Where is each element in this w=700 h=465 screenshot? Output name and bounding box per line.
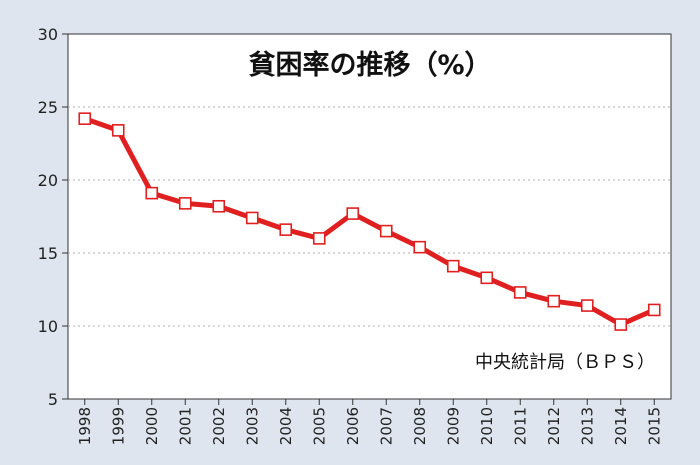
y-tick-label-25: 25 — [38, 98, 58, 117]
x-tick-label-2006: 2006 — [344, 407, 362, 445]
point-2004 — [279, 223, 293, 236]
point-2009 — [446, 259, 460, 273]
point-2003 — [245, 211, 259, 225]
y-tick-label-10: 10 — [38, 317, 58, 336]
point-2012 — [547, 294, 561, 308]
y-tick-label-20: 20 — [38, 171, 58, 190]
point-2007 — [379, 224, 393, 238]
gridlines — [68, 106, 671, 327]
x-tick-label-2011: 2011 — [511, 407, 529, 445]
point-1998 — [78, 112, 92, 125]
x-tick-label-2015: 2015 — [645, 407, 663, 445]
x-tick-label-1998: 1998 — [76, 407, 94, 445]
x-tick-label-2000: 2000 — [143, 407, 161, 445]
x-tick-label-1999: 1999 — [109, 407, 127, 445]
x-tick-label-2002: 2002 — [210, 407, 228, 445]
x-tick-label-2003: 2003 — [243, 407, 261, 445]
point-2006 — [346, 207, 360, 220]
point-2011 — [513, 286, 527, 299]
y-tick-label-15: 15 — [38, 244, 58, 263]
point-2013 — [580, 299, 594, 312]
x-tick-label-2012: 2012 — [545, 407, 563, 445]
point-2000 — [145, 186, 159, 200]
plot-area — [67, 33, 672, 400]
point-2008 — [413, 240, 427, 254]
y-tick-label-30: 30 — [38, 25, 58, 44]
point-2005 — [312, 232, 326, 245]
x-tick-label-2009: 2009 — [444, 407, 462, 445]
y-axis-ticks: 5 10 15 20 25 30 — [38, 25, 68, 409]
x-axis-ticks: 1998 1999 2000 2001 2002 2003 2004 2005 2006 2007… — [76, 399, 663, 445]
y-tick-label-5: 5 — [48, 390, 58, 409]
x-tick-label-2010: 2010 — [478, 407, 496, 445]
x-tick-label-2001: 2001 — [176, 407, 194, 445]
series-group — [78, 112, 661, 331]
point-1999 — [111, 124, 125, 137]
x-tick-label-2013: 2013 — [578, 407, 596, 445]
x-tick-label-2008: 2008 — [411, 407, 429, 445]
x-tick-label-2005: 2005 — [310, 407, 328, 445]
chart-title: 貧困率の推移（%） — [248, 49, 491, 81]
point-2001 — [178, 197, 192, 210]
point-2015 — [647, 303, 661, 317]
point-2014 — [614, 318, 628, 331]
x-tick-label-2014: 2014 — [612, 407, 630, 445]
x-tick-label-2004: 2004 — [277, 407, 295, 445]
point-2002 — [212, 199, 226, 213]
x-tick-label-2007: 2007 — [377, 407, 395, 445]
source-label: 中央統計局（ＢＰＳ） — [475, 352, 655, 373]
point-2010 — [480, 271, 494, 285]
